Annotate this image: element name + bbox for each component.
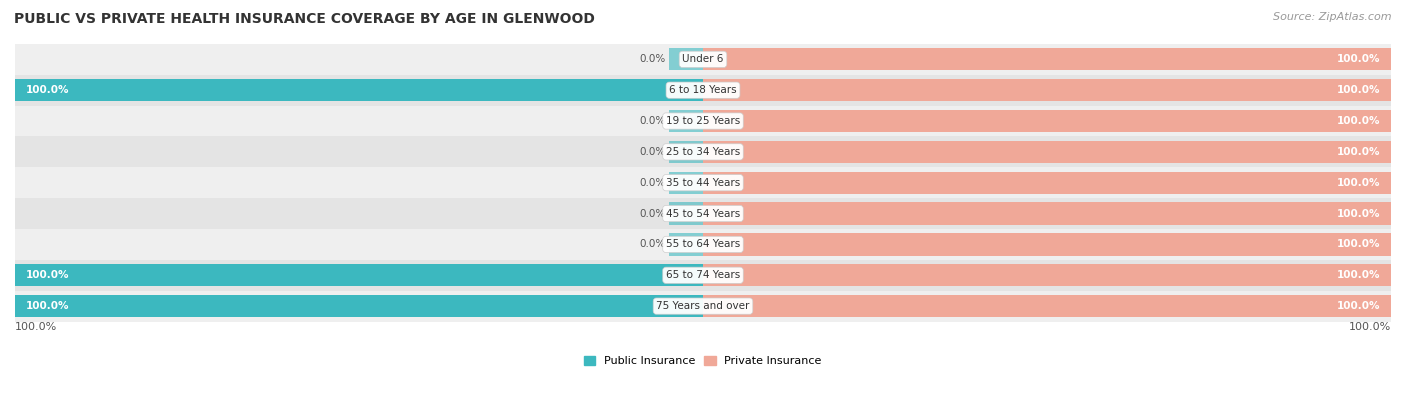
Text: 35 to 44 Years: 35 to 44 Years	[666, 178, 740, 188]
Text: 100.0%: 100.0%	[1348, 322, 1391, 332]
Bar	[703, 79, 1391, 101]
Bar	[15, 229, 1391, 260]
Legend: Public Insurance, Private Insurance: Public Insurance, Private Insurance	[583, 356, 823, 366]
Bar	[669, 172, 703, 194]
Text: 0.0%: 0.0%	[638, 240, 665, 249]
Bar	[15, 295, 703, 317]
Text: 0.0%: 0.0%	[638, 55, 665, 64]
Text: 100.0%: 100.0%	[1337, 55, 1381, 64]
Bar	[669, 110, 703, 132]
Bar	[15, 264, 703, 286]
Bar	[703, 48, 1391, 71]
Text: 100.0%: 100.0%	[1337, 178, 1381, 188]
Text: 100.0%: 100.0%	[25, 301, 69, 311]
Text: 100.0%: 100.0%	[1337, 270, 1381, 280]
Text: 100.0%: 100.0%	[1337, 85, 1381, 95]
Bar	[703, 295, 1391, 317]
Text: 0.0%: 0.0%	[638, 147, 665, 157]
Bar	[669, 48, 703, 71]
Text: 75 Years and over: 75 Years and over	[657, 301, 749, 311]
Bar	[15, 291, 1391, 322]
Bar	[15, 198, 1391, 229]
Bar	[15, 136, 1391, 167]
Text: Source: ZipAtlas.com: Source: ZipAtlas.com	[1274, 12, 1392, 22]
Bar	[703, 110, 1391, 132]
Text: 25 to 34 Years: 25 to 34 Years	[666, 147, 740, 157]
Bar	[703, 141, 1391, 163]
Bar	[15, 44, 1391, 75]
Bar	[15, 75, 1391, 106]
Text: 100.0%: 100.0%	[15, 322, 58, 332]
Text: 100.0%: 100.0%	[1337, 301, 1381, 311]
Bar	[669, 141, 703, 163]
Bar	[15, 260, 1391, 291]
Bar	[15, 106, 1391, 136]
Bar	[15, 167, 1391, 198]
Bar	[703, 202, 1391, 225]
Text: Under 6: Under 6	[682, 55, 724, 64]
Text: PUBLIC VS PRIVATE HEALTH INSURANCE COVERAGE BY AGE IN GLENWOOD: PUBLIC VS PRIVATE HEALTH INSURANCE COVER…	[14, 12, 595, 26]
Text: 100.0%: 100.0%	[1337, 147, 1381, 157]
Bar	[15, 79, 703, 101]
Bar	[669, 233, 703, 256]
Text: 0.0%: 0.0%	[638, 209, 665, 218]
Text: 45 to 54 Years: 45 to 54 Years	[666, 209, 740, 218]
Bar	[703, 264, 1391, 286]
Bar	[703, 233, 1391, 256]
Text: 100.0%: 100.0%	[1337, 240, 1381, 249]
Text: 100.0%: 100.0%	[1337, 209, 1381, 218]
Text: 55 to 64 Years: 55 to 64 Years	[666, 240, 740, 249]
Text: 100.0%: 100.0%	[25, 270, 69, 280]
Text: 0.0%: 0.0%	[638, 116, 665, 126]
Bar	[703, 172, 1391, 194]
Text: 100.0%: 100.0%	[25, 85, 69, 95]
Text: 100.0%: 100.0%	[1337, 116, 1381, 126]
Text: 19 to 25 Years: 19 to 25 Years	[666, 116, 740, 126]
Text: 6 to 18 Years: 6 to 18 Years	[669, 85, 737, 95]
Bar	[669, 202, 703, 225]
Text: 0.0%: 0.0%	[638, 178, 665, 188]
Text: 65 to 74 Years: 65 to 74 Years	[666, 270, 740, 280]
